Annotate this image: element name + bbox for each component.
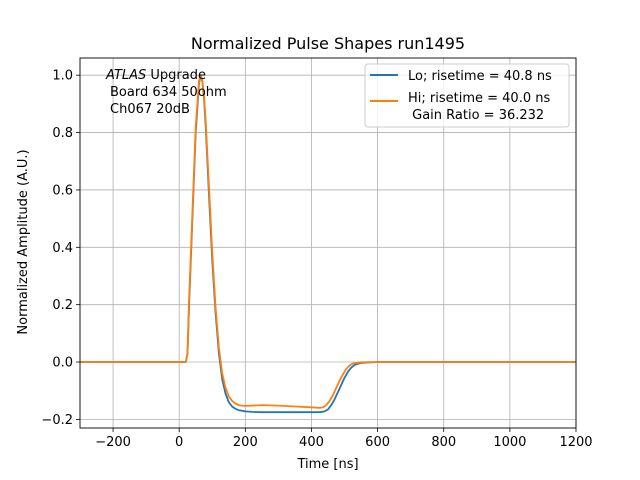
series-hi-line [80, 74, 576, 409]
legend-label-hi-line-1: Hi; risetime = 40.0 ns [408, 91, 550, 106]
plot-frame [79, 57, 577, 429]
legend-label-lo: Lo; risetime = 40.8 ns [408, 69, 552, 84]
annotation-atlas-italic: ATLAS [105, 68, 146, 83]
y-tick-label: 0.2 [52, 298, 73, 313]
y-axis-label: Normalized Amplitude (A.U.) [16, 149, 31, 334]
x-tick-label: 600 [365, 435, 390, 450]
legend: Lo; risetime = 40.8 ns Hi; risetime = 40… [364, 63, 579, 128]
series-group [80, 74, 576, 414]
atlas-annotation: ATLAS Upgrade Board 634 50ohm Ch067 20dB [105, 68, 227, 117]
x-tick-label: 200 [233, 435, 258, 450]
y-tick-label: 0.0 [52, 356, 73, 371]
x-tick-label: 1200 [559, 435, 592, 450]
y-tick-label: 0.8 [52, 126, 73, 141]
x-tick-label: −200 [95, 435, 131, 450]
y-tick-label: 1.0 [52, 69, 73, 84]
y-tick-label: 0.6 [52, 183, 73, 198]
annotation-upgrade: Upgrade [146, 68, 206, 83]
x-tick-label: 1000 [493, 435, 526, 450]
x-axis-label: Time [ns] [296, 457, 358, 472]
annotation-line-3: Ch067 20dB [110, 102, 190, 117]
annotation-line-2: Board 634 50ohm [110, 85, 227, 100]
legend-label-hi-line-2: Gain Ratio = 36.232 [408, 108, 544, 123]
chart-title: Normalized Pulse Shapes run1495 [191, 34, 465, 53]
x-tick-label: 400 [299, 435, 324, 450]
x-tick-label: 800 [431, 435, 456, 450]
tick-group: −200 0 200 400 600 800 1000 1200 −0.2 0.0 0.2 0.4 0.… [41, 69, 592, 450]
y-tick-label: −0.2 [41, 413, 73, 428]
y-tick-label: 0.4 [52, 241, 73, 256]
x-tick-label: 0 [175, 435, 183, 450]
legend-box [364, 63, 570, 128]
annotation-line-1: ATLAS Upgrade [105, 68, 206, 83]
legend-label-hi: Hi; risetime = 40.0 ns Gain Ratio = 36.2… [408, 91, 579, 123]
